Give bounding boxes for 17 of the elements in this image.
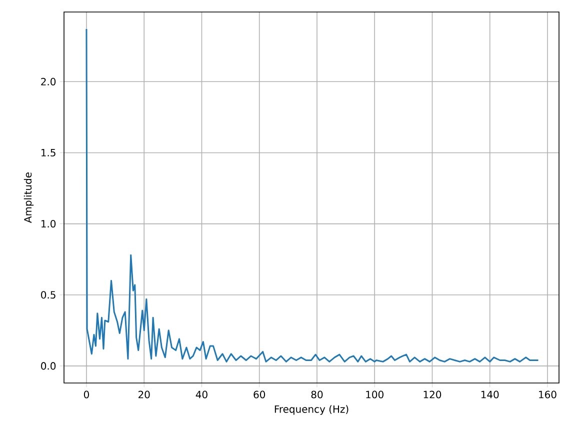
line-series xyxy=(86,28,540,362)
y-tick-label: 0.5 xyxy=(41,291,56,299)
x-axis-title: Frequency (Hz) xyxy=(274,405,348,415)
y-tick-label: 0.0 xyxy=(41,362,56,370)
x-tick-label: 120 xyxy=(424,390,442,398)
y-tick-label: 2.0 xyxy=(41,78,56,86)
x-tick-label: 0 xyxy=(84,390,89,398)
x-tick-label: 80 xyxy=(311,390,323,398)
x-tick-label: 60 xyxy=(254,390,266,398)
x-tick-label: 40 xyxy=(196,390,208,398)
x-tick-label: 20 xyxy=(138,390,150,398)
x-tick-label: 100 xyxy=(366,390,384,398)
y-tick-label: 1.5 xyxy=(41,149,56,156)
x-tick-label: 160 xyxy=(539,390,556,398)
y-tick-label: 1.0 xyxy=(41,220,56,228)
x-tick-label: 140 xyxy=(481,390,499,398)
y-axis-title: Amplitude xyxy=(24,172,34,223)
